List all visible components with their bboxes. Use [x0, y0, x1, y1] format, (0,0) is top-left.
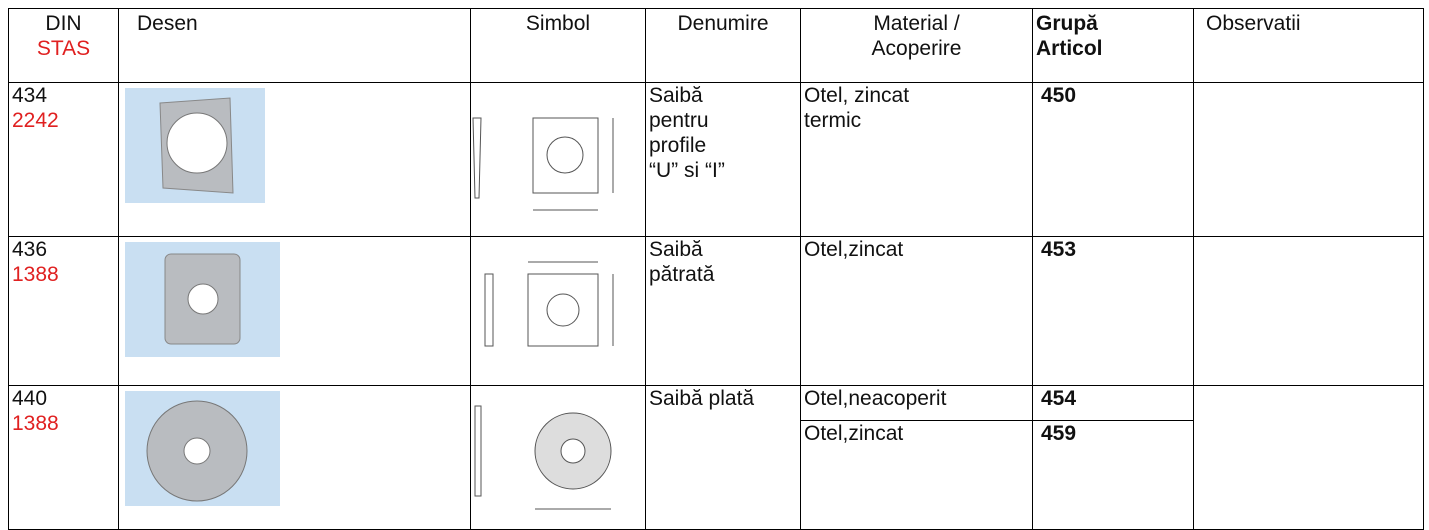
header-simbol: Simbol — [470, 8, 646, 83]
header-grupa: Articol — [1036, 37, 1103, 60]
grupa: 454 — [1032, 385, 1194, 421]
desen-cell — [118, 236, 471, 386]
din-cell: 434 2242 — [8, 82, 119, 237]
material-cell: Otel,neacoperit — [800, 385, 1033, 421]
material-cell: Otel, zincat termic — [800, 82, 1033, 237]
stas: 1388 — [12, 263, 59, 286]
row: 440 1388 Saibă plată Otel,neacoperit 454 — [8, 385, 1424, 530]
header-row: DIN STAS Desen Simbol Denumire Material /… — [8, 8, 1424, 83]
stas: 1388 — [12, 412, 59, 435]
desen-cell — [118, 82, 471, 237]
din: 440 — [12, 387, 48, 410]
header-material: Acoperire — [871, 37, 962, 60]
text-line: Saibă plată — [649, 387, 755, 410]
observatii-cell — [1193, 236, 1424, 386]
text-line: pătrată — [649, 263, 715, 286]
text-line: Otel,neacoperit — [804, 387, 947, 410]
observatii-cell — [1193, 385, 1424, 530]
header-cell: DIN STAS — [8, 8, 119, 83]
grupa: 450 — [1032, 82, 1194, 237]
header-observatii: Observatii — [1193, 8, 1424, 83]
washer-symbol — [472, 117, 614, 211]
desen-cell — [118, 385, 471, 530]
washer-symbol — [484, 261, 614, 347]
denumire-cell: Saibă plată — [645, 385, 801, 530]
washer-photo — [125, 242, 280, 357]
text-line: Saibă — [649, 238, 703, 261]
grupa: 453 — [1032, 236, 1194, 386]
text-line: termic — [804, 109, 862, 132]
text-line: pentru — [649, 109, 709, 132]
header-din: DIN — [45, 12, 82, 35]
din-cell: 436 1388 — [8, 236, 119, 386]
text-line: Otel, zincat — [804, 84, 910, 107]
row: 436 1388 Saibă pătrată Otel,zincat 453 — [8, 236, 1424, 386]
header-cell: Grupă Articol — [1032, 8, 1194, 83]
row: 434 2242 Saibă pentru profile “U” si “I” Ote… — [8, 82, 1424, 237]
din: 434 — [12, 84, 48, 107]
text-line: Otel,zincat — [804, 238, 904, 261]
parts-table: DIN STAS Desen Simbol Denumire Material /… — [8, 8, 1424, 530]
denumire-cell: Saibă pentru profile “U” si “I” — [645, 82, 801, 237]
header-material: Material / — [873, 12, 960, 35]
text-line: “U” si “I” — [649, 159, 725, 182]
washer-photo — [125, 391, 280, 506]
simbol-cell — [470, 82, 646, 237]
washer-symbol — [474, 405, 612, 510]
row: Otel,zincat 459 — [9, 420, 1424, 530]
din: 436 — [12, 238, 48, 261]
text-line: Saibă — [649, 84, 703, 107]
text-line: profile — [649, 134, 707, 157]
material-cell: Otel,zincat — [800, 236, 1033, 386]
simbol-cell — [470, 236, 646, 386]
header-desen: Desen — [118, 8, 471, 83]
washer-photo — [125, 88, 265, 203]
observatii-cell — [1193, 82, 1424, 237]
stas: 2242 — [12, 109, 59, 132]
din-cell: 440 1388 — [8, 385, 119, 530]
material-cell: Otel,zincat — [800, 420, 1033, 530]
text-line: Otel,zincat — [804, 422, 904, 445]
grupa: 459 — [1032, 420, 1194, 530]
header-cell: Material / Acoperire — [800, 8, 1033, 83]
header-denumire: Denumire — [645, 8, 801, 83]
denumire-cell: Saibă pătrată — [645, 236, 801, 386]
header-stas: STAS — [36, 37, 91, 60]
simbol-cell — [470, 385, 646, 530]
header-grupa: Grupă — [1036, 12, 1098, 35]
